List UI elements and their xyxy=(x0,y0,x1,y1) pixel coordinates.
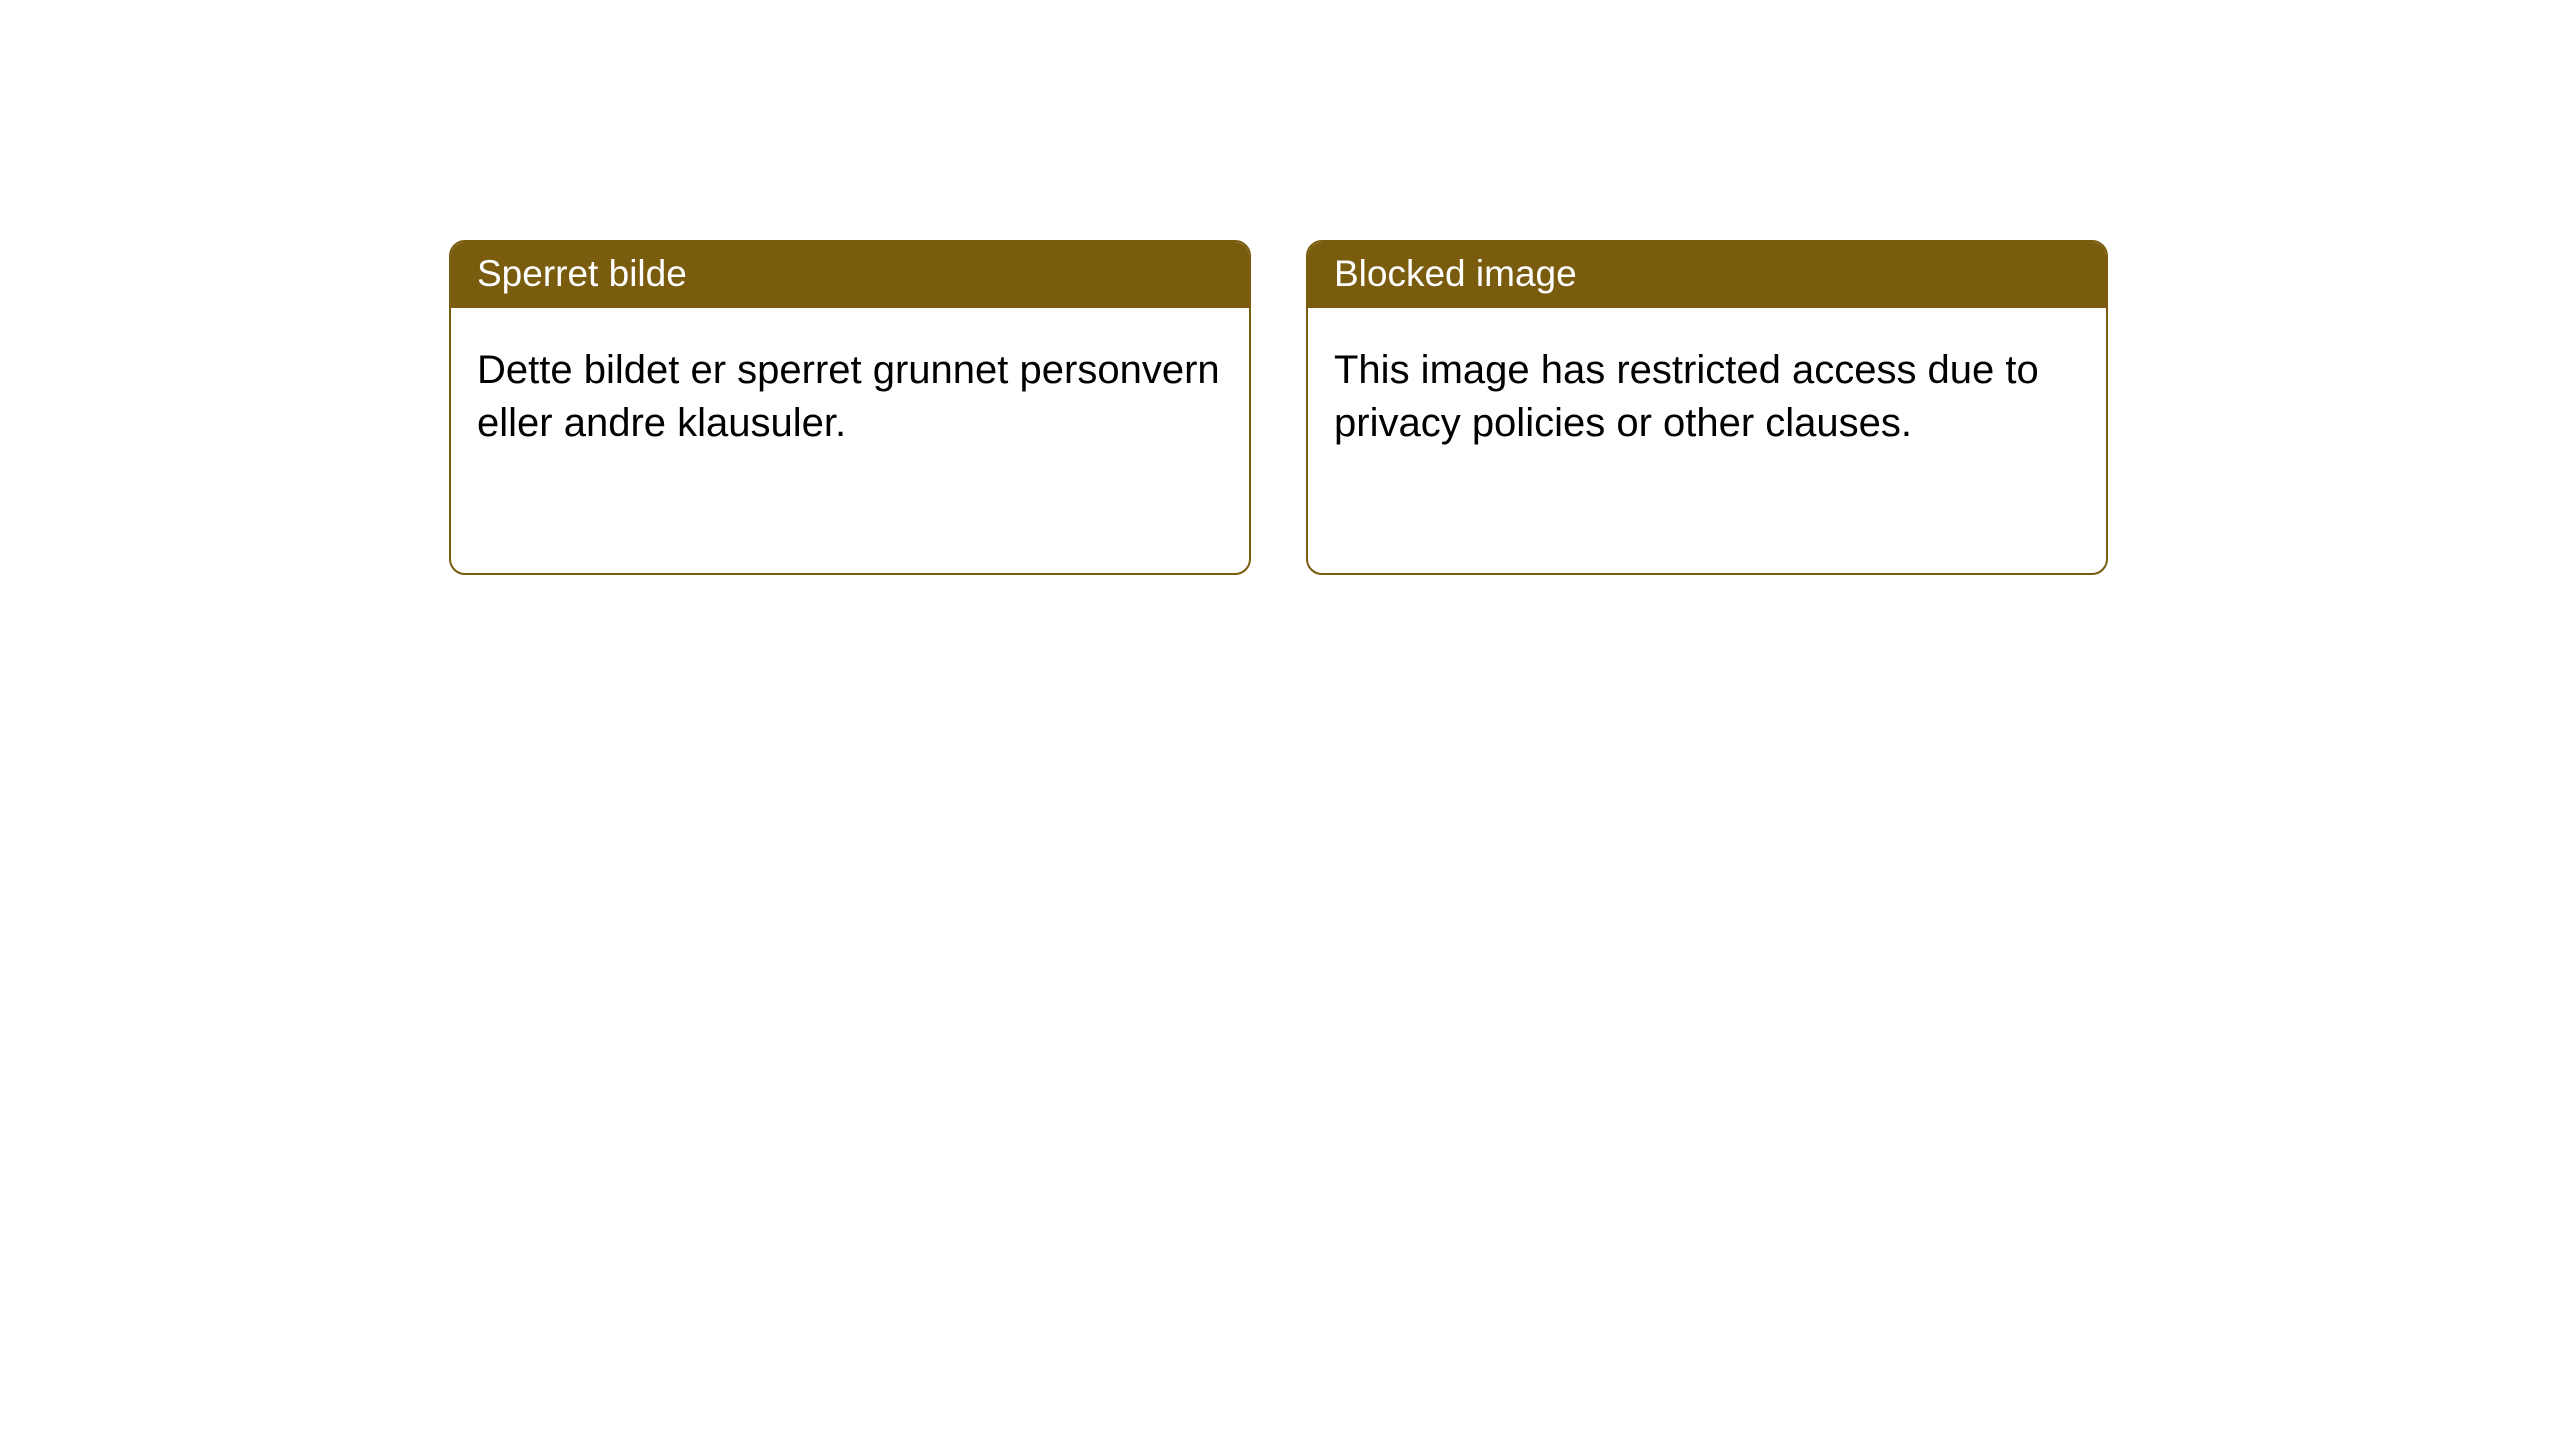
card-title: Blocked image xyxy=(1334,253,1577,294)
card-header-no: Sperret bilde xyxy=(451,242,1249,308)
card-header-en: Blocked image xyxy=(1308,242,2106,308)
card-body-text: This image has restricted access due to … xyxy=(1334,348,2039,445)
card-body-no: Dette bildet er sperret grunnet personve… xyxy=(451,308,1249,476)
notice-container: Sperret bilde Dette bildet er sperret gr… xyxy=(0,0,2560,575)
card-title: Sperret bilde xyxy=(477,253,687,294)
blocked-image-card-no: Sperret bilde Dette bildet er sperret gr… xyxy=(449,240,1251,575)
card-body-en: This image has restricted access due to … xyxy=(1308,308,2106,476)
blocked-image-card-en: Blocked image This image has restricted … xyxy=(1306,240,2108,575)
card-body-text: Dette bildet er sperret grunnet personve… xyxy=(477,348,1220,445)
